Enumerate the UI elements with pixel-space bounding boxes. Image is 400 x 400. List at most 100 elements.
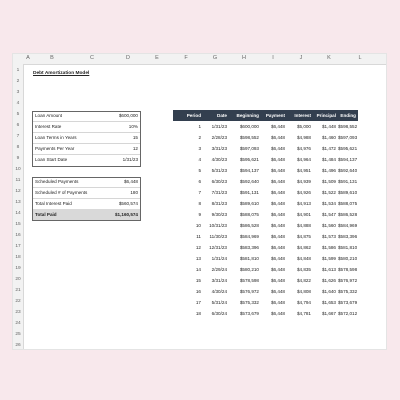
table-cell[interactable]: 8	[198, 201, 201, 206]
table-cell[interactable]: $6,448	[270, 135, 285, 140]
table-cell[interactable]: $586,528	[338, 212, 358, 217]
row-header-22[interactable]: 22	[15, 299, 21, 304]
table-cell[interactable]: $6,448	[270, 168, 285, 173]
column-header-c[interactable]: C	[90, 55, 94, 61]
input-value[interactable]: 10%	[128, 124, 138, 129]
row-header-12[interactable]: 12	[15, 189, 21, 194]
table-header-payment[interactable]: Payment	[265, 113, 285, 118]
table-cell[interactable]: $583,396	[338, 234, 358, 239]
summary-value[interactable]: $6,448	[123, 179, 138, 184]
table-cell[interactable]: $4,964	[296, 157, 311, 162]
summary-label[interactable]: Scheduled # of Payments	[35, 190, 88, 195]
table-cell[interactable]: $597,093	[338, 135, 358, 140]
table-cell[interactable]: $6,448	[270, 190, 285, 195]
row-header-13[interactable]: 13	[15, 200, 21, 205]
table-cell[interactable]: $1,560	[321, 223, 336, 228]
table-cell[interactable]: $583,396	[239, 245, 259, 250]
row-header-21[interactable]: 21	[15, 288, 21, 293]
column-header-b[interactable]: B	[50, 55, 54, 61]
table-cell[interactable]: $6,448	[270, 201, 285, 206]
table-cell[interactable]: $584,969	[239, 234, 259, 239]
table-cell[interactable]: $598,552	[338, 124, 358, 129]
row-header-1[interactable]: 1	[16, 68, 20, 73]
table-cell[interactable]: $4,901	[296, 212, 311, 217]
table-cell[interactable]: $1,547	[321, 212, 336, 217]
table-cell[interactable]: $589,610	[239, 201, 259, 206]
table-cell[interactable]: $6,448	[270, 278, 285, 283]
table-cell[interactable]: $6,448	[270, 256, 285, 261]
table-cell[interactable]: 6	[198, 179, 201, 184]
table-header-principal[interactable]: Principal	[316, 113, 336, 118]
table-cell[interactable]: 7	[198, 190, 201, 195]
table-cell[interactable]: $4,835	[296, 267, 311, 272]
summary-label[interactable]: Total Interest Paid	[35, 201, 72, 206]
table-cell[interactable]: $6,448	[270, 289, 285, 294]
summary-value[interactable]: $1,160,574	[115, 212, 138, 217]
input-value[interactable]: 1/31/23	[122, 157, 138, 162]
table-cell[interactable]: 3	[198, 146, 201, 151]
table-cell[interactable]: 7/31/23	[211, 190, 227, 195]
table-cell[interactable]: 4/30/23	[211, 157, 227, 162]
table-cell[interactable]: $591,131	[338, 179, 358, 184]
table-cell[interactable]: $4,781	[296, 311, 311, 316]
table-cell[interactable]: 8/31/23	[211, 201, 227, 206]
table-cell[interactable]: 10	[195, 223, 201, 228]
table-cell[interactable]: 5	[198, 168, 201, 173]
table-cell[interactable]: $6,448	[270, 157, 285, 162]
table-cell[interactable]: $6,448	[270, 179, 285, 184]
table-cell[interactable]: $597,093	[239, 146, 259, 151]
table-cell[interactable]: $592,640	[239, 179, 259, 184]
row-header-23[interactable]: 23	[15, 310, 21, 315]
table-cell[interactable]: $4,888	[296, 223, 311, 228]
model-title[interactable]: Debt Amortization Model	[33, 71, 90, 76]
table-cell[interactable]: $4,808	[296, 289, 311, 294]
table-cell[interactable]: $584,969	[338, 223, 358, 228]
table-cell[interactable]: 14	[195, 267, 201, 272]
table-header-interest[interactable]: Interest	[294, 113, 311, 118]
table-cell[interactable]: 6/30/24	[211, 311, 227, 316]
table-cell[interactable]: $4,848	[296, 256, 311, 261]
table-cell[interactable]: $6,448	[270, 300, 285, 305]
table-cell[interactable]: $573,679	[338, 300, 358, 305]
row-header-14[interactable]: 14	[15, 211, 21, 216]
input-label[interactable]: Loan Terms in Years	[35, 135, 77, 140]
table-cell[interactable]: $1,599	[321, 256, 336, 261]
column-header-g[interactable]: G	[212, 55, 218, 61]
input-label[interactable]: Payments Per Year	[35, 146, 75, 151]
table-cell[interactable]: 3/31/23	[211, 146, 227, 151]
table-cell[interactable]: $573,679	[239, 311, 259, 316]
table-cell[interactable]: $594,137	[239, 168, 259, 173]
table-cell[interactable]: 1	[198, 124, 201, 129]
table-cell[interactable]: 9/30/23	[211, 212, 227, 217]
table-cell[interactable]: $592,640	[338, 168, 358, 173]
table-cell[interactable]: $578,598	[239, 278, 259, 283]
table-cell[interactable]: $586,528	[239, 223, 259, 228]
row-header-15[interactable]: 15	[15, 222, 21, 227]
table-cell[interactable]: 11/30/23	[209, 234, 227, 239]
row-header-17[interactable]: 17	[15, 244, 21, 249]
table-cell[interactable]: 10/31/23	[209, 223, 227, 228]
table-cell[interactable]: $4,976	[296, 146, 311, 151]
table-cell[interactable]: $4,875	[296, 234, 311, 239]
table-cell[interactable]: $4,951	[296, 168, 311, 173]
input-label[interactable]: Loan Amount	[35, 113, 63, 118]
row-header-6[interactable]: 6	[16, 123, 20, 128]
table-cell[interactable]: $1,626	[321, 278, 336, 283]
summary-label[interactable]: Scheduled Payments	[35, 179, 79, 184]
row-header-3[interactable]: 3	[16, 90, 20, 95]
table-cell[interactable]: $1,640	[321, 289, 336, 294]
input-label[interactable]: Interest Rate	[35, 124, 62, 129]
table-cell[interactable]: $4,988	[296, 135, 311, 140]
table-cell[interactable]: 2/28/23	[211, 135, 227, 140]
table-cell[interactable]: $572,012	[338, 311, 358, 316]
table-cell[interactable]: 4/30/24	[211, 289, 227, 294]
table-cell[interactable]: $595,621	[239, 157, 259, 162]
table-cell[interactable]: $575,332	[239, 300, 259, 305]
row-header-10[interactable]: 10	[15, 167, 21, 172]
table-cell[interactable]: $4,794	[296, 300, 311, 305]
table-cell[interactable]: 2/29/24	[211, 267, 227, 272]
row-header-20[interactable]: 20	[15, 277, 21, 282]
column-header-k[interactable]: K	[327, 55, 331, 61]
table-cell[interactable]: $6,448	[270, 212, 285, 217]
